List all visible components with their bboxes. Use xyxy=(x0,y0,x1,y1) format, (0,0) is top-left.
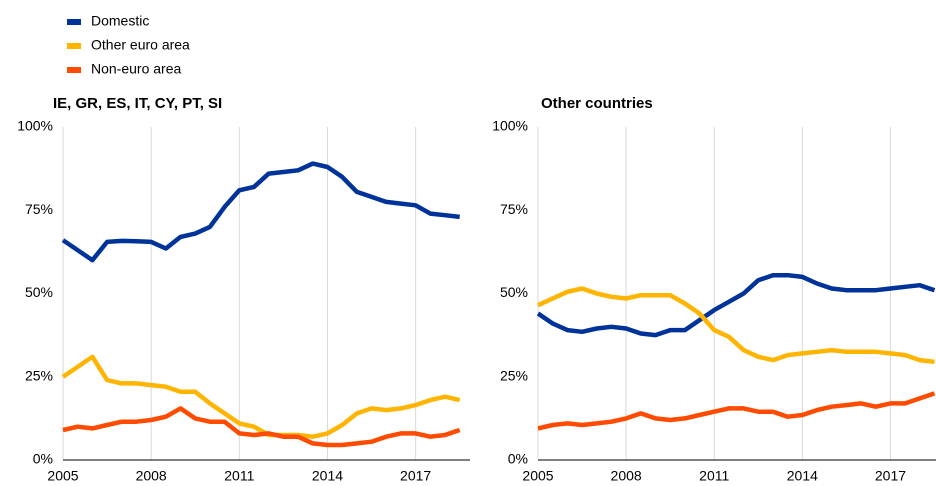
y-tick-label: 25% xyxy=(25,367,53,383)
series-line xyxy=(537,286,935,365)
y-tick-label: 0% xyxy=(508,451,528,467)
y-tick-label: 100% xyxy=(17,118,53,134)
legend-label: Domestic xyxy=(91,13,149,29)
x-tick-label: 2017 xyxy=(400,468,431,484)
x-tick-label: 2014 xyxy=(312,468,343,484)
y-tick-label: 75% xyxy=(500,201,528,217)
series-line xyxy=(61,161,460,263)
panel-title: Other countries xyxy=(541,95,653,112)
x-tick-label: 2011 xyxy=(224,468,254,484)
x-tick-label: 2017 xyxy=(875,468,906,484)
y-tick-label: 75% xyxy=(25,201,53,217)
y-tick-label: 50% xyxy=(500,284,528,300)
legend-swatch xyxy=(67,19,81,25)
series-line xyxy=(536,272,936,338)
series-line xyxy=(62,406,461,448)
y-tick-label: 25% xyxy=(500,367,528,383)
panel-title: IE, GR, ES, IT, CY, PT, SI xyxy=(53,95,222,112)
x-tick-label: 2008 xyxy=(611,468,642,484)
legend-label: Other euro area xyxy=(91,37,190,53)
y-tick-label: 100% xyxy=(492,118,528,134)
x-tick-label: 2005 xyxy=(47,468,78,484)
legend-label: Non-euro area xyxy=(91,61,181,77)
x-tick-label: 2008 xyxy=(136,468,167,484)
series-line xyxy=(61,354,461,439)
x-tick-label: 2011 xyxy=(699,468,729,484)
legend-swatch xyxy=(67,43,81,49)
y-tick-label: 0% xyxy=(33,451,53,467)
legend-swatch xyxy=(67,67,81,73)
x-tick-label: 2014 xyxy=(787,468,818,484)
series-line xyxy=(537,391,936,431)
y-tick-label: 50% xyxy=(25,284,53,300)
x-tick-label: 2005 xyxy=(522,468,553,484)
